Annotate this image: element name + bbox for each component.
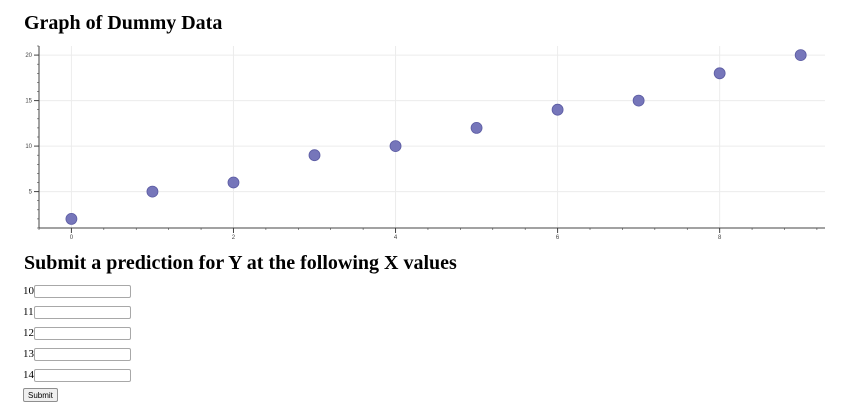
data-point [146,185,159,198]
y-tick-label: 5 [29,190,33,196]
axes: 0 2 4 6 8 5 10 15 20 [25,45,825,241]
data-point [65,212,78,225]
data-point [308,149,321,162]
prediction-row: 10 [23,284,131,298]
x-tick-label: 4 [394,235,398,241]
x-value-label: 11 [23,306,34,318]
prediction-row: 13 [23,347,131,361]
data-point [389,140,402,152]
x-value-label: 12 [23,327,34,339]
x-tick-label: 6 [556,235,560,241]
data-point [794,49,807,61]
prediction-row: 14 [23,368,131,382]
data-point [470,122,483,134]
prediction-input-12[interactable] [34,326,131,340]
prediction-input-14[interactable] [34,368,131,382]
x-value-label: 10 [23,285,34,297]
x-tick-label: 0 [70,235,74,241]
prediction-input-11[interactable] [34,305,131,319]
x-tick-label: 8 [718,235,722,241]
prediction-row: 12 [23,326,131,340]
y-tick-label: 10 [25,144,32,150]
x-tick-label: 2 [232,235,236,241]
x-value-label: 14 [23,369,34,381]
prediction-input-13[interactable] [34,347,131,361]
y-tick-label: 20 [25,53,32,59]
chart-title: Graph of Dummy Data [24,12,223,34]
grid-lines [39,46,825,228]
prediction-row: 11 [23,305,131,319]
prediction-form-title: Submit a prediction for Y at the followi… [24,252,457,274]
y-tick-label: 15 [25,99,32,105]
data-point [632,94,645,107]
data-point [713,67,726,80]
data-point [551,103,564,116]
prediction-input-10[interactable] [34,284,131,298]
submit-button[interactable]: Submit [23,388,58,402]
data-point [227,176,240,189]
data-points [65,49,807,225]
scatter-chart: 0 2 4 6 8 5 10 15 20 [25,45,825,241]
x-value-label: 13 [23,348,34,360]
